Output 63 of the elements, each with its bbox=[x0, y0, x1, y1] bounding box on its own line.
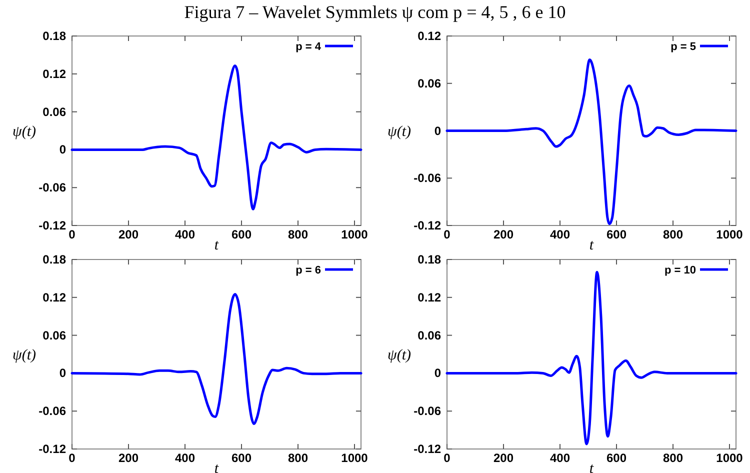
x-axis-title: t bbox=[214, 461, 220, 473]
x-tick-label: 800 bbox=[288, 451, 308, 465]
x-tick-label: 1000 bbox=[341, 228, 368, 242]
y-tick-label: 0.12 bbox=[418, 29, 442, 43]
y-tick-label: -0.12 bbox=[414, 442, 442, 456]
y-tick-label: 0.06 bbox=[418, 328, 442, 342]
x-tick-label: 0 bbox=[68, 228, 76, 242]
x-axis-title: t bbox=[589, 461, 594, 473]
x-tick-label: 400 bbox=[174, 451, 196, 465]
y-tick-label: 0.06 bbox=[42, 104, 66, 119]
y-tick-label: 0 bbox=[59, 366, 66, 380]
x-tick-label: 600 bbox=[231, 451, 252, 465]
x-tick-label: 200 bbox=[118, 451, 139, 465]
line-series bbox=[70, 292, 362, 425]
y-tick-label: 0.18 bbox=[42, 29, 66, 43]
y-tick-label: 0 bbox=[434, 366, 442, 380]
x-tick-label: 400 bbox=[174, 228, 196, 242]
y-tick-label: 0.06 bbox=[42, 328, 66, 342]
line-series bbox=[446, 58, 738, 226]
y-tick-label: 0.12 bbox=[418, 290, 442, 304]
x-tick-label: 200 bbox=[493, 451, 514, 465]
y-axis-title: ψ(t) bbox=[12, 347, 36, 364]
y-tick-label: -0.12 bbox=[38, 218, 66, 232]
y-tick-label: 0 bbox=[59, 142, 66, 157]
y-tick-label: -0.06 bbox=[38, 180, 66, 195]
legend-label: p = 4 bbox=[296, 41, 322, 53]
x-tick-label: 400 bbox=[550, 228, 570, 242]
x-tick-label: 600 bbox=[231, 228, 252, 242]
y-axis-title: ψ(t) bbox=[388, 347, 411, 364]
legend-label: p = 10 bbox=[664, 264, 696, 276]
x-tick-label: 600 bbox=[606, 451, 627, 465]
chart-title: Figura 7 – Wavelet Symmlets ψ com p = 4, 5 , 6 e 10 bbox=[184, 2, 566, 22]
y-tick-label: 0.12 bbox=[42, 290, 66, 304]
x-axis-title: t bbox=[589, 238, 594, 254]
x-tick-label: 1000 bbox=[716, 228, 744, 242]
y-tick-label: -0.06 bbox=[38, 404, 66, 418]
y-tick-label: -0.12 bbox=[38, 442, 66, 456]
x-tick-label: 800 bbox=[662, 228, 684, 242]
y-tick-label: 0 bbox=[434, 124, 442, 138]
y-tick-label: 0.06 bbox=[418, 76, 442, 90]
y-tick-label: -0.12 bbox=[414, 218, 442, 232]
x-tick-label: 600 bbox=[606, 228, 627, 242]
legend-label: p = 6 bbox=[296, 264, 321, 276]
x-tick-label: 0 bbox=[444, 451, 451, 465]
y-axis-title: ψ(t) bbox=[12, 124, 36, 140]
x-tick-label: 0 bbox=[68, 451, 76, 465]
x-tick-label: 800 bbox=[662, 451, 684, 465]
y-tick-label: -0.06 bbox=[414, 171, 442, 186]
y-tick-label: 0.18 bbox=[42, 252, 66, 266]
x-tick-label: 200 bbox=[118, 228, 139, 242]
x-axis-title: t bbox=[214, 238, 220, 254]
x-tick-label: 1000 bbox=[716, 451, 744, 465]
y-tick-label: 0.12 bbox=[42, 66, 66, 81]
x-tick-label: 1000 bbox=[341, 451, 368, 465]
line-series bbox=[70, 64, 362, 210]
x-tick-label: 0 bbox=[444, 228, 451, 242]
x-tick-label: 400 bbox=[550, 451, 570, 465]
x-tick-label: 200 bbox=[493, 228, 514, 242]
y-axis-title: ψ(t) bbox=[388, 124, 411, 140]
legend-label: p = 5 bbox=[670, 41, 696, 53]
y-tick-label: 0.18 bbox=[418, 252, 442, 266]
x-tick-label: 800 bbox=[288, 228, 308, 242]
y-tick-label: -0.06 bbox=[414, 404, 442, 418]
